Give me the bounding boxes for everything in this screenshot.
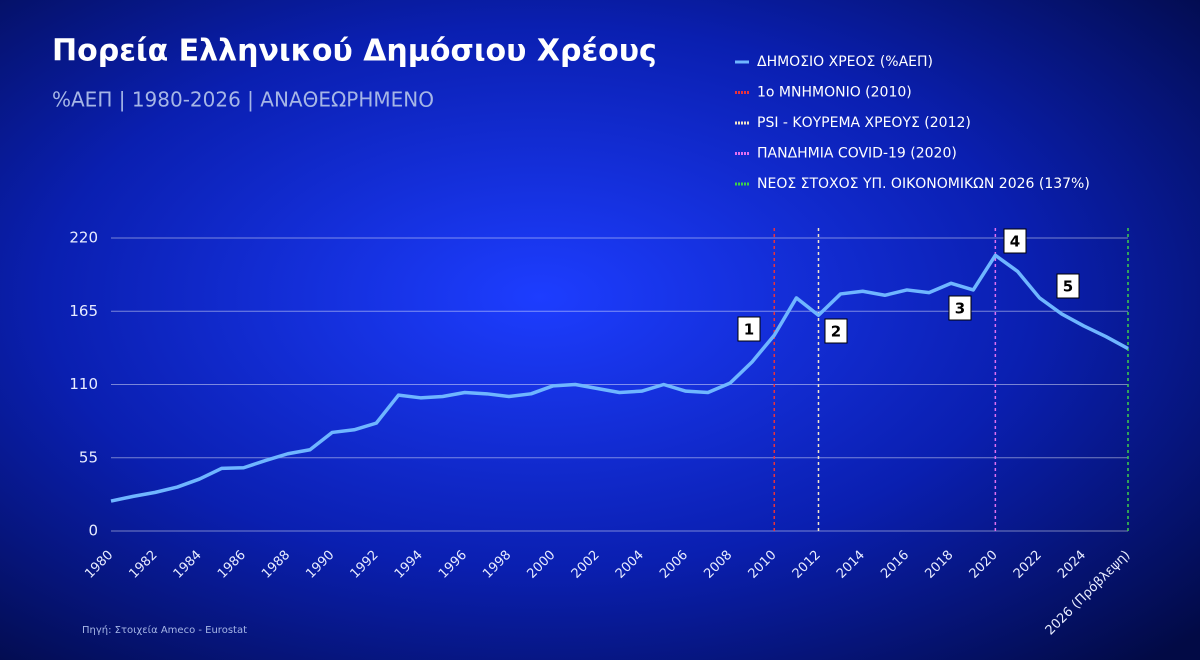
annotation-box	[824, 318, 848, 344]
legend-label: PSI - ΚΟΥΡΕΜΑ ΧΡΕΟΥΣ (2012)	[757, 115, 971, 131]
data-line	[110, 253, 1129, 503]
annotation-label: 4	[1010, 233, 1020, 251]
y-tick-label: 220	[69, 229, 98, 247]
source: Πηγή: Στοιχεία Ameco - Eurostat	[82, 624, 247, 636]
legend-label: ΠΑΝΔΗΜΙΑ COVID-19 (2020)	[757, 146, 957, 162]
annotation-box	[1003, 228, 1027, 254]
annotation-box	[1056, 273, 1080, 299]
annotation-label: 3	[955, 300, 965, 318]
legend-label: 1ο ΜΝΗΜΟΝΙΟ (2010)	[757, 85, 912, 101]
annotation-box	[737, 316, 761, 342]
annotation-label: 5	[1063, 278, 1073, 296]
annotation-box	[948, 295, 972, 321]
legend-label: ΝΕΟΣ ΣΤΟΧΟΣ ΥΠ. ΟΙΚΟΝΟΜΙΚΩΝ 2026 (137%)	[757, 176, 1090, 192]
legend-label: ΔΗΜΟΣΙΟ ΧΡΕΟΣ (%ΑΕΠ)	[757, 54, 933, 70]
chart-title: Πορεία Ελληνικού Δημόσιου Χρέους	[52, 34, 657, 69]
y-tick-label: 55	[79, 448, 98, 466]
chart-subtitle: %ΑΕΠ | 1980-2026 | ΑΝΑΘΕΩΡΗΜΕΝΟ	[52, 88, 434, 112]
annotation-label: 2	[831, 323, 841, 341]
y-tick-label: 0	[88, 522, 98, 540]
y-tick-label: 165	[69, 302, 98, 320]
y-tick-label: 110	[69, 375, 98, 393]
annotation-label: 1	[744, 321, 754, 339]
